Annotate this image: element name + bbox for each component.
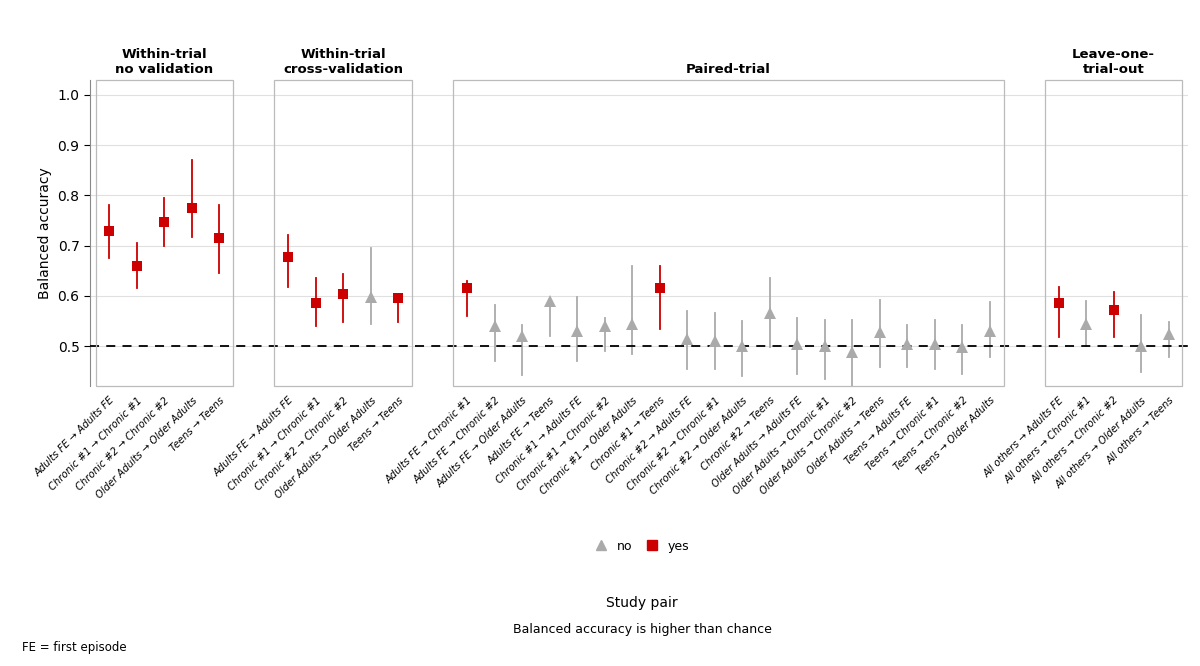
Text: Within-trial
no validation: Within-trial no validation bbox=[115, 48, 214, 76]
Text: Leave-one-
trial-out: Leave-one- trial-out bbox=[1072, 48, 1156, 76]
Bar bbox=[454, 80, 1003, 386]
Bar bbox=[1045, 80, 1182, 386]
Y-axis label: Balanced accuracy: Balanced accuracy bbox=[38, 167, 52, 299]
Text: Balanced accuracy is higher than chance: Balanced accuracy is higher than chance bbox=[512, 623, 772, 636]
Bar bbox=[96, 80, 233, 386]
Bar bbox=[275, 80, 412, 386]
Bar bbox=[96, 80, 233, 386]
Bar bbox=[454, 80, 1003, 386]
Bar bbox=[1045, 80, 1182, 386]
Text: Study pair: Study pair bbox=[606, 595, 678, 610]
Bar bbox=[275, 80, 412, 386]
Text: Paired-trial: Paired-trial bbox=[686, 63, 770, 76]
Text: Within-trial
cross-validation: Within-trial cross-validation bbox=[283, 48, 403, 76]
Legend: no, yes: no, yes bbox=[583, 535, 695, 557]
Text: FE = first episode: FE = first episode bbox=[22, 641, 126, 654]
